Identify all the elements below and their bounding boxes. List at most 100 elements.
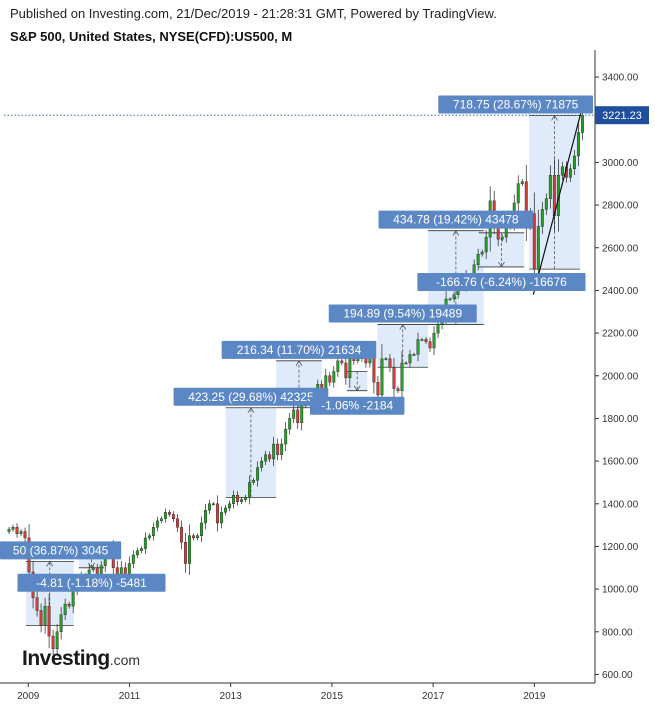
logo-suffix: .com — [109, 652, 141, 668]
candle-body — [536, 226, 540, 270]
trendline — [532, 106, 583, 295]
candle-body — [43, 605, 47, 626]
candle-body — [220, 512, 223, 524]
candle-body — [520, 181, 524, 184]
y-tick-label: 1000.00 — [602, 585, 639, 596]
candle-body — [232, 495, 236, 504]
candle-body — [388, 358, 392, 368]
candle-body — [272, 443, 276, 460]
candle-body — [143, 537, 147, 549]
measure-label-box — [328, 304, 477, 323]
measure-label: -4.81 (-1.18%) -5481 — [36, 576, 147, 590]
measure-arrowhead — [88, 562, 95, 569]
y-tick-label: 2200.00 — [602, 329, 639, 340]
candle-body — [480, 251, 484, 255]
candle-body — [216, 503, 219, 524]
candle-body — [484, 236, 488, 253]
candle-body — [35, 597, 39, 611]
y-tick-label: 800.00 — [602, 627, 633, 638]
last-price-box — [595, 106, 649, 125]
candle-body — [384, 358, 388, 360]
candle-body — [236, 495, 240, 502]
candle-body — [224, 507, 227, 513]
measure-label: -166.76 (-6.24%) -16676 — [436, 275, 567, 289]
candle-body — [436, 324, 440, 334]
candle-body — [240, 499, 244, 502]
candle-body — [292, 409, 296, 419]
candle-body — [344, 362, 348, 379]
candle-body — [47, 605, 51, 637]
candle-body — [260, 460, 264, 468]
y-tick-label: 3400.00 — [602, 73, 639, 84]
candle-body — [540, 209, 544, 227]
candle-body — [340, 360, 344, 364]
measure-label-box — [310, 396, 405, 415]
candle-body — [548, 175, 552, 199]
candle-body — [179, 527, 183, 543]
candle-body — [244, 497, 248, 500]
candle-body — [59, 614, 63, 632]
candle-body — [356, 358, 360, 362]
candle-body — [135, 550, 139, 556]
candle-body — [376, 381, 380, 396]
measure-label-box — [17, 573, 166, 592]
x-tick-label: 2009 — [17, 691, 40, 702]
candle-body — [452, 294, 456, 300]
measurement-labels: 50 (36.87%) 3045 -4.81 (-1.18%) -5481 423.… — [0, 95, 593, 592]
y-tick-label: 1400.00 — [602, 499, 639, 510]
last-price-layer: 3221.23 — [4, 106, 649, 125]
y-tick-label: 2400.00 — [602, 286, 639, 297]
measure-box — [347, 371, 368, 391]
candle-body — [15, 527, 19, 534]
candle-body — [159, 518, 163, 522]
measure-arrowhead — [247, 406, 255, 413]
x-tick-label: 2013 — [220, 691, 243, 702]
candle-body — [544, 198, 548, 210]
candle-body — [139, 548, 143, 551]
candle-body — [300, 405, 304, 423]
candle-body — [288, 418, 292, 430]
price-axis: 600.00 800.00 1000.00 1200.00 1400.00 1600.00… — [595, 73, 639, 681]
candle-body — [55, 631, 59, 650]
measure-label-box — [221, 340, 377, 359]
measure-label: -1.06% -2184 — [321, 399, 393, 413]
candle-body — [572, 155, 576, 170]
measure-label: 194.89 (9.54%) 19489 — [343, 307, 462, 321]
measure-arrowhead — [452, 229, 460, 236]
y-tick-label: 2000.00 — [602, 371, 639, 382]
candle-body — [67, 603, 71, 607]
candle-body — [11, 527, 15, 530]
candle-body — [196, 535, 199, 539]
x-tick-label: 2017 — [422, 691, 445, 702]
candle-body — [280, 443, 284, 455]
candle-body — [336, 360, 340, 372]
candle-body — [200, 522, 203, 536]
candle-body — [99, 565, 103, 575]
x-tick-label: 2011 — [119, 691, 141, 702]
candle-body — [328, 375, 332, 383]
candle-body — [183, 541, 187, 564]
candle-body — [204, 509, 207, 524]
candle-body — [63, 603, 67, 615]
candle-body — [39, 610, 43, 626]
x-tick-label: 2015 — [321, 691, 344, 702]
candle-body — [580, 115, 584, 133]
candle-body — [404, 362, 408, 365]
x-tick-label: 2019 — [523, 691, 546, 702]
trendline-layer — [532, 106, 583, 295]
last-price-label: 3221.23 — [602, 110, 642, 122]
measure-arrowhead — [498, 261, 505, 268]
candle-body — [568, 168, 572, 178]
candle-body — [147, 535, 151, 539]
candle-body — [268, 454, 272, 460]
measure-label-box — [417, 272, 586, 291]
measure-label-box — [438, 95, 593, 114]
measure-arrowhead — [46, 560, 54, 567]
y-tick-label: 1800.00 — [602, 414, 639, 425]
candle-body — [400, 362, 404, 391]
candle-body — [516, 183, 520, 204]
candle-body — [71, 591, 75, 607]
measure-label: 50 (36.87%) 3045 — [13, 543, 109, 557]
candle-body — [167, 512, 171, 515]
